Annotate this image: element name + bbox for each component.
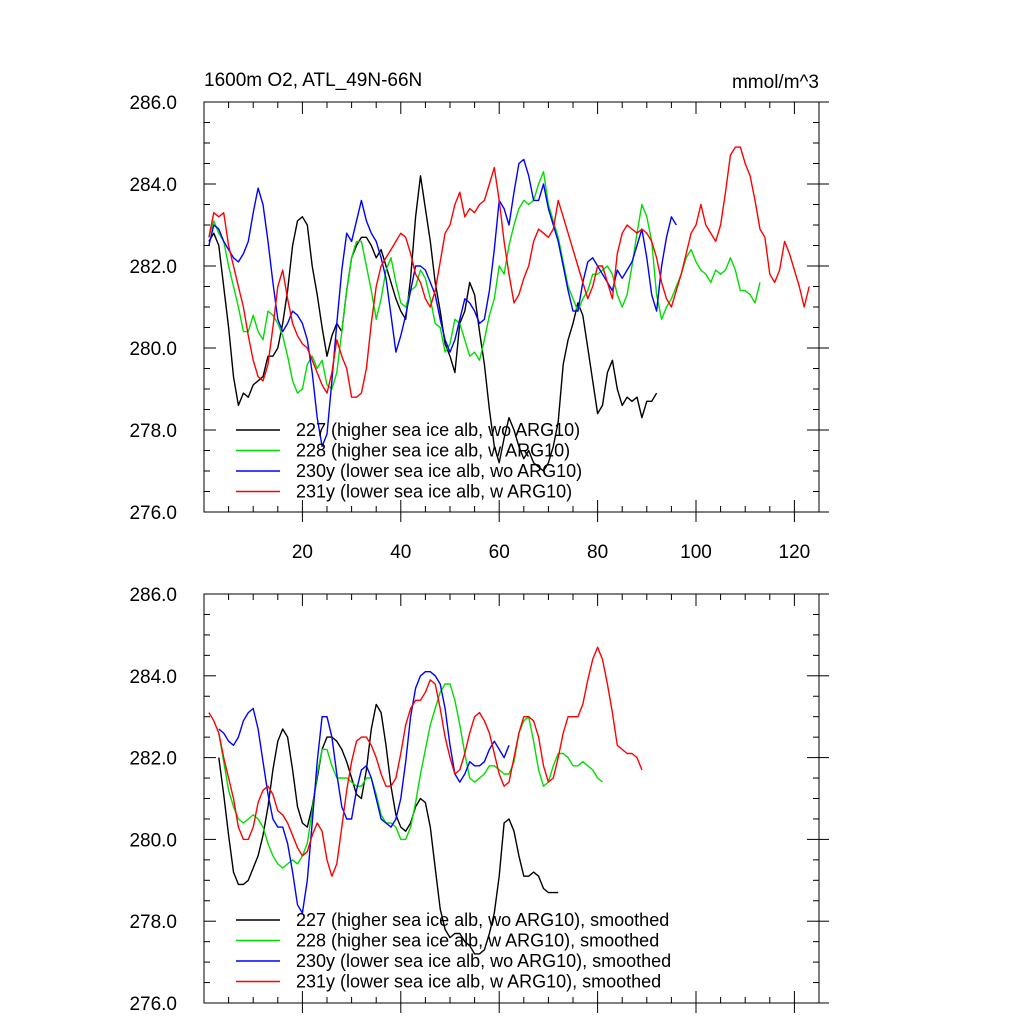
legend-label-4: 231y (lower sea ice alb, w ARG10), smoot… xyxy=(296,972,661,992)
y-tick-label: 276.0 xyxy=(129,503,177,524)
y-tick-label: 284.0 xyxy=(129,667,177,688)
y-tick-label: 282.0 xyxy=(129,257,177,278)
y-tick-label: 276.0 xyxy=(129,994,177,1015)
series-line-2 xyxy=(218,683,603,869)
legend-label-3: 230y (lower sea ice alb, wo ARG10), smoo… xyxy=(296,951,671,971)
legend-label-2: 228 (higher sea ice alb, w ARG10) xyxy=(296,441,570,461)
legend-label-2: 228 (higher sea ice alb, w ARG10), smoot… xyxy=(296,931,659,951)
top-panel: 20 40 60 80 100 120 286.0 284.0 282.0 280.0 278.0 2… xyxy=(129,93,829,563)
series-line-4 xyxy=(208,146,810,398)
legend-label-4: 231y (lower sea ice alb, w ARG10) xyxy=(296,482,572,502)
y-tick-label: 280.0 xyxy=(129,830,177,851)
series-line-1 xyxy=(208,175,658,472)
series-line-2 xyxy=(208,170,761,394)
legend-label-1: 227 (higher sea ice alb, wo ARG10), smoo… xyxy=(296,910,669,930)
x-tick-label: 100 xyxy=(680,542,712,563)
y-tick-label: 286.0 xyxy=(129,93,177,114)
x-tick-label: 60 xyxy=(489,542,510,563)
y-tick-label: 280.0 xyxy=(129,339,177,360)
series-line-3 xyxy=(218,671,510,914)
x-tick-label: 40 xyxy=(390,542,411,563)
legend-label-1: 227 (higher sea ice alb, wo ARG10) xyxy=(296,420,580,440)
series-line-3 xyxy=(208,158,677,448)
series-line-4 xyxy=(208,646,643,877)
y-tick-label: 278.0 xyxy=(129,912,177,933)
y-tick-label: 278.0 xyxy=(129,421,177,442)
y-tick-label: 286.0 xyxy=(129,585,177,606)
legend-label-3: 230y (lower sea ice alb, wo ARG10) xyxy=(296,461,582,481)
bottom-panel: 286.0 284.0 282.0 280.0 278.0 276.0 227 (highe… xyxy=(129,585,829,1015)
y-tick-label: 282.0 xyxy=(129,749,177,770)
x-tick-label: 80 xyxy=(587,542,608,563)
y-tick-label: 284.0 xyxy=(129,175,177,196)
x-tick-label: 20 xyxy=(292,542,313,563)
x-tick-label: 120 xyxy=(779,542,811,563)
chart-title: 1600m O2, ATL_49N-66N xyxy=(204,70,422,91)
units-label: mmol/m^3 xyxy=(732,72,819,93)
series-line-1 xyxy=(218,703,559,955)
